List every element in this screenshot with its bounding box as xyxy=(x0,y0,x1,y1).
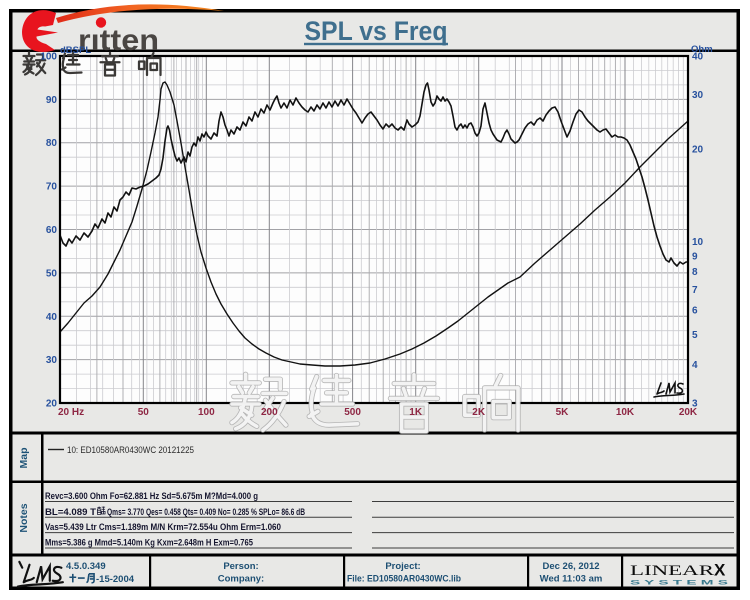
svg-text:20: 20 xyxy=(692,144,704,155)
svg-text:Revc=3.600 Ohm Fo=62.881 Hz: Revc=3.600 Ohm Fo=62.881 Hz Sd=5.675m M?… xyxy=(45,491,258,502)
svg-text:rıtten: rıtten xyxy=(78,24,159,57)
svg-text:40: 40 xyxy=(46,312,58,323)
svg-text:20K: 20K xyxy=(679,407,698,418)
svg-text:6: 6 xyxy=(692,306,698,317)
svg-text:20: 20 xyxy=(46,399,58,410)
svg-text:Dec 26, 2012: Dec 26, 2012 xyxy=(542,561,599,572)
svg-text:4: 4 xyxy=(692,360,698,371)
svg-text:2K: 2K xyxy=(472,407,486,418)
svg-text:10: 10 xyxy=(692,237,704,248)
svg-text:SPL vs Freq: SPL vs Freq xyxy=(305,16,448,46)
svg-text:5K: 5K xyxy=(556,407,570,418)
svg-text:70: 70 xyxy=(46,182,58,193)
svg-text:20 Hz: 20 Hz xyxy=(58,407,84,418)
svg-text:Vas=5.439 Ltr Cms=1.189m M/N: Vas=5.439 Ltr Cms=1.189m M/N Krm=72.554u… xyxy=(45,522,281,533)
svg-text:Project:: Project: xyxy=(385,561,420,572)
svg-text:File: ED10580AR0430WC.lib: File: ED10580AR0430WC.lib xyxy=(347,574,461,585)
svg-text:90: 90 xyxy=(46,95,58,106)
svg-text:200: 200 xyxy=(261,407,278,418)
svg-text:Ohm: Ohm xyxy=(691,44,713,55)
svg-text:7: 7 xyxy=(692,285,698,296)
svg-text:Person:: Person: xyxy=(223,561,258,572)
svg-text:50: 50 xyxy=(138,407,150,418)
svg-text:S Y S T E M S: S Y S T E M S xyxy=(630,580,730,587)
svg-text:BL=4.089 T: BL=4.089 T xyxy=(45,507,96,518)
svg-text:3: 3 xyxy=(692,399,698,410)
svg-text:60: 60 xyxy=(46,225,58,236)
svg-text:Map: Map xyxy=(18,448,30,469)
svg-text:9: 9 xyxy=(692,251,698,262)
svg-text:500: 500 xyxy=(344,407,361,418)
svg-text:LINEAR: LINEAR xyxy=(630,563,714,579)
svg-text:10: ED10580AR0430WC 20121225: 10: ED10580AR0430WC 20121225 xyxy=(67,445,194,455)
svg-text:Wed 11:03 am: Wed 11:03 am xyxy=(540,574,603,585)
svg-text:40: 40 xyxy=(692,52,704,63)
svg-text:100: 100 xyxy=(40,52,57,63)
svg-text:Mms=5.386 g Mmd=5.140m Kg Kx: Mms=5.386 g Mmd=5.140m Kg Kxm=2.648m H E… xyxy=(45,538,254,549)
svg-text:5: 5 xyxy=(692,330,698,341)
svg-text:30: 30 xyxy=(46,355,58,366)
svg-text:Notes: Notes xyxy=(18,503,30,532)
svg-text:Company:: Company: xyxy=(218,574,264,585)
svg-text:1K: 1K xyxy=(409,407,423,418)
svg-text:4.5.0.349: 4.5.0.349 xyxy=(66,561,106,572)
svg-text:dBSPL: dBSPL xyxy=(60,45,91,56)
svg-text:30: 30 xyxy=(692,90,704,101)
svg-text:50: 50 xyxy=(46,268,58,279)
svg-text:Qms= 3.770 Qes= 0.458 Qts= 0: Qms= 3.770 Qes= 0.458 Qts= 0.409 No= 0.2… xyxy=(107,507,305,518)
svg-text:80: 80 xyxy=(46,138,58,149)
svg-text:10K: 10K xyxy=(616,407,635,418)
svg-text:8: 8 xyxy=(692,267,698,278)
svg-text:X: X xyxy=(714,561,726,580)
svg-text:-15-2004: -15-2004 xyxy=(96,574,135,585)
svg-text:100: 100 xyxy=(198,407,215,418)
